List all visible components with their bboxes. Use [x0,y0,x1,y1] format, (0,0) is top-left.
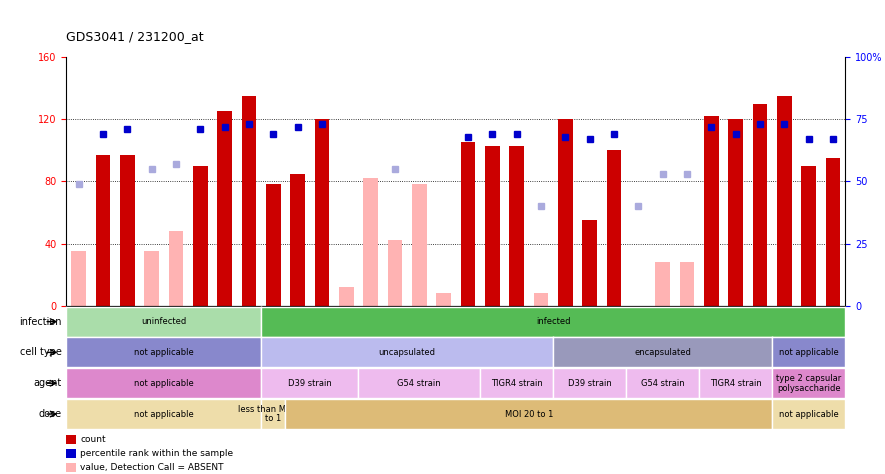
Bar [388,240,402,306]
Bar [534,293,549,306]
Text: value, Detection Call = ABSENT: value, Detection Call = ABSENT [81,463,224,472]
Text: cell type: cell type [20,347,62,357]
Bar [728,119,743,306]
Bar [266,184,281,306]
Bar [66,449,76,458]
Bar [412,184,427,306]
Bar [582,220,596,306]
Bar [72,251,86,306]
Text: dose: dose [39,409,62,419]
Bar [218,111,232,306]
Text: not applicable: not applicable [134,348,194,357]
Text: not applicable: not applicable [779,410,839,419]
Bar [315,119,329,306]
Text: encapsulated: encapsulated [635,348,691,357]
Text: uninfected: uninfected [141,317,187,326]
Text: GDS3041 / 231200_at: GDS3041 / 231200_at [66,30,204,43]
Text: G54 strain: G54 strain [397,379,441,388]
Text: not applicable: not applicable [134,379,194,388]
Text: infected: infected [536,317,570,326]
Bar [193,166,207,306]
Bar [704,116,719,306]
Bar [777,96,792,306]
Text: percentile rank within the sample: percentile rank within the sample [81,449,234,458]
Text: D39 strain: D39 strain [568,379,612,388]
Bar [752,103,767,306]
Text: less than MOI 20
to 1: less than MOI 20 to 1 [238,405,308,423]
Text: G54 strain: G54 strain [641,379,684,388]
Text: MOI 20 to 1: MOI 20 to 1 [504,410,553,419]
Bar [363,178,378,306]
Bar [66,435,76,444]
Text: TIGR4 strain: TIGR4 strain [491,379,543,388]
Text: not applicable: not applicable [779,348,839,357]
Bar [680,262,695,306]
Bar [558,119,573,306]
Bar [655,262,670,306]
Bar [607,150,621,306]
Bar [802,166,816,306]
Bar [242,96,257,306]
Text: count: count [81,435,105,444]
Text: D39 strain: D39 strain [288,379,332,388]
Bar [485,146,499,306]
Bar [96,155,111,306]
Bar [66,463,76,472]
Bar [460,142,475,306]
Text: type 2 capsular
polysaccharide: type 2 capsular polysaccharide [776,374,842,392]
Bar [826,158,841,306]
Text: not applicable: not applicable [134,410,194,419]
Text: infection: infection [19,317,62,327]
Bar [168,231,183,306]
Bar [509,146,524,306]
Bar [144,251,159,306]
Text: TIGR4 strain: TIGR4 strain [710,379,761,388]
Bar [436,293,450,306]
Bar [339,287,353,306]
Text: agent: agent [34,378,62,388]
Text: uncapsulated: uncapsulated [379,348,435,357]
Bar [119,155,135,306]
Bar [290,173,304,306]
